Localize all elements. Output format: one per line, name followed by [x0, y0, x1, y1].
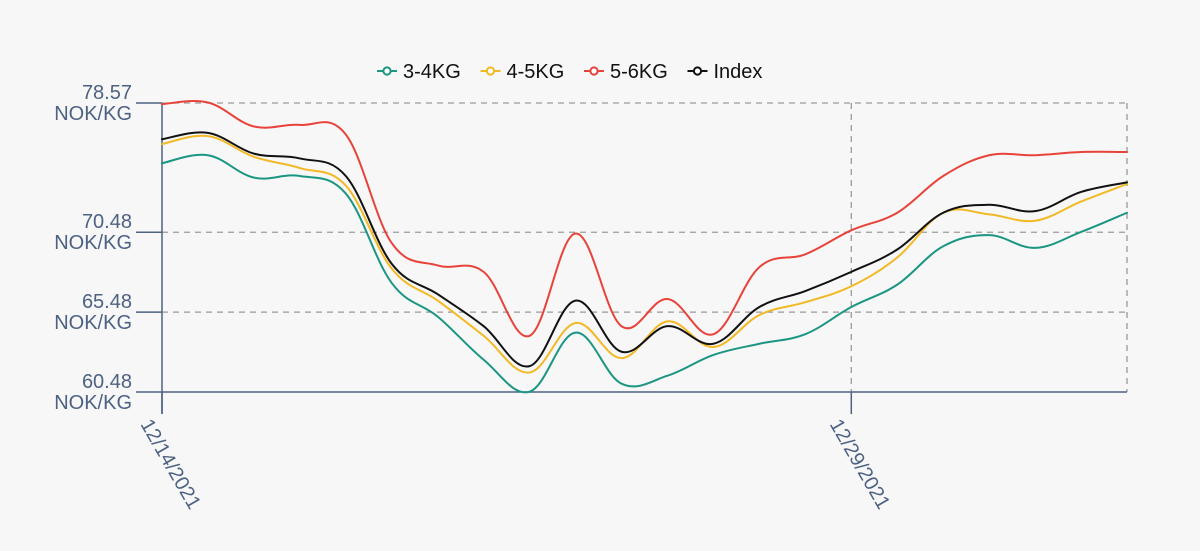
series-line-4-5kg [161, 134, 1128, 374]
chart-legend: 3-4KG 4-5KG 5-6KG Index [377, 61, 762, 83]
legend-item-3-4kg[interactable]: 3-4KG [377, 61, 461, 83]
legend-item-index[interactable]: Index [687, 61, 763, 83]
legend-marker-icon [382, 66, 392, 76]
legend-label: Index [714, 61, 763, 83]
x-tick-label: 12/29/2021 [825, 416, 894, 514]
y-tick-label: 78.57 NOK/KG [54, 82, 132, 125]
y-tick-label: 65.48 NOK/KG [54, 291, 132, 334]
y-tick-unit: NOK/KG [54, 103, 132, 125]
y-tick-value: 60.48 [82, 371, 132, 393]
y-tick-unit: NOK/KG [54, 232, 132, 254]
legend-label: 3-4KG [403, 61, 461, 83]
series-line-5-6kg [161, 100, 1128, 337]
legend-label: 5-6KG [610, 61, 668, 83]
series-line-3-4kg [161, 153, 1128, 394]
x-axis-ticks: 12/14/2021 12/29/2021 [136, 416, 894, 514]
legend-marker-icon [485, 66, 496, 76]
y-tick-label: 60.48 NOK/KG [54, 371, 132, 414]
legend-marker-icon [692, 66, 703, 76]
legend-label: 4-5KG [507, 61, 565, 83]
legend-item-4-5kg[interactable]: 4-5KG [480, 61, 565, 83]
series-line-index [161, 131, 1128, 368]
chart-grid [162, 102, 1128, 392]
legend-item-5-6kg[interactable]: 5-6KG [584, 61, 668, 83]
y-tick-unit: NOK/KG [54, 392, 132, 414]
chart-axes [136, 102, 1127, 414]
chart-series [161, 100, 1128, 394]
legend-marker-icon [589, 66, 599, 76]
y-tick-value: 78.57 [82, 82, 132, 104]
y-tick-unit: NOK/KG [54, 312, 132, 334]
x-tick-label: 12/14/2021 [136, 416, 205, 514]
y-tick-value: 65.48 [82, 291, 132, 313]
y-tick-label: 70.48 NOK/KG [54, 211, 132, 254]
y-tick-value: 70.48 [82, 211, 132, 233]
